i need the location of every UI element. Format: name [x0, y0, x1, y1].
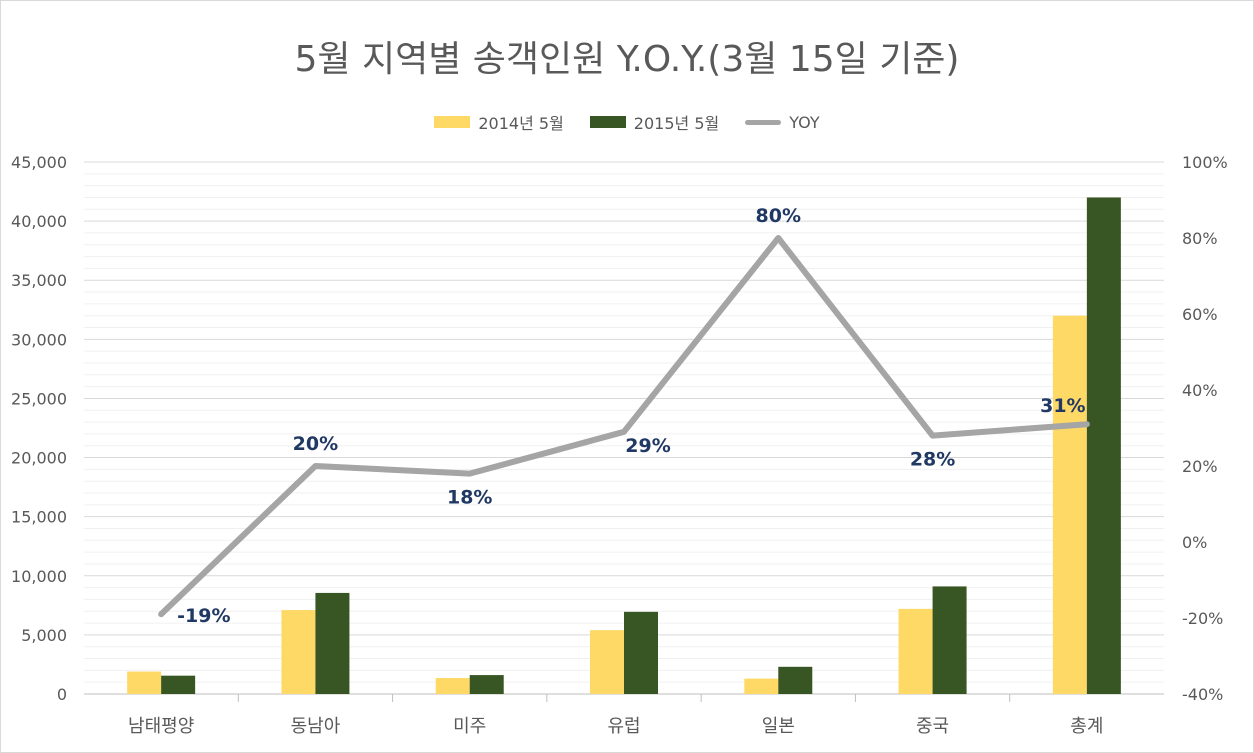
bar-2014 — [1052, 315, 1087, 694]
bar-2015 — [932, 586, 967, 694]
yoy-data-label: 31% — [1040, 395, 1085, 417]
legend: 2014년 5월 2015년 5월 YOY — [0, 110, 1254, 134]
y-left-tick-label: 40,000 — [11, 212, 67, 231]
yoy-data-label: 80% — [756, 205, 801, 227]
y-right-tick-label: 20% — [1182, 457, 1218, 476]
yoy-data-label: 28% — [910, 449, 955, 471]
yoy-data-label: 29% — [625, 435, 670, 457]
y-left-tick-label: 10,000 — [11, 567, 67, 586]
y-right-tick-label: -20% — [1182, 609, 1223, 628]
bar-2015 — [624, 611, 658, 694]
y-left-tick-label: 15,000 — [11, 508, 67, 527]
y-right-tick-label: 100% — [1182, 153, 1228, 172]
bar-2015 — [315, 592, 350, 694]
bar-2015 — [161, 675, 196, 694]
legend-swatch-2014 — [434, 116, 471, 128]
chart-title: 5월 지역별 송객인원 Y.O.Y.(3월 15일 기준) — [294, 39, 960, 80]
y-left-tick-label: 5,000 — [21, 626, 67, 645]
y-left-tick-label: 0 — [57, 685, 67, 704]
axes: 0 5,000 10,000 15,000 20,000 25,000 30,000 35,0… — [11, 153, 1228, 737]
legend-label-2014: 2014년 5월 — [478, 114, 564, 133]
y-left-tick-label: 25,000 — [11, 389, 67, 408]
y-left-tick-label: 45,000 — [11, 153, 67, 172]
y-left-tick-label: 20,000 — [11, 449, 67, 468]
legend-label-2015: 2015년 5월 — [633, 114, 720, 133]
x-category-label: 미주 — [453, 716, 486, 737]
y-right-tick-label: 40% — [1182, 381, 1218, 400]
y-left-tick-label: 35,000 — [11, 271, 67, 290]
x-category-label: 유럽 — [607, 716, 640, 737]
bars — [127, 197, 1121, 694]
y-right-tick-label: 80% — [1182, 229, 1218, 248]
legend-swatch-yoy — [745, 119, 782, 125]
yoy-data-label: 18% — [447, 487, 492, 509]
bar-2015 — [778, 666, 813, 694]
legend-swatch-2015 — [589, 116, 626, 128]
bar-2014 — [744, 678, 779, 694]
x-category-label: 동남아 — [291, 716, 341, 737]
bar-2014 — [590, 630, 624, 694]
y-left-tick-label: 30,000 — [11, 330, 67, 349]
bar-2014 — [281, 610, 316, 694]
yoy-line — [158, 235, 1090, 618]
yoy-line-group: -19% 20% 18% 29% 80% 28% 31% — [158, 205, 1090, 627]
x-category-label: 일본 — [762, 716, 795, 737]
bar-2014 — [127, 671, 162, 694]
bar-2014 — [435, 678, 470, 694]
x-category-label: 중국 — [916, 716, 949, 737]
yoy-data-label: 20% — [293, 433, 338, 455]
legend-item-2015: 2015년 5월 — [589, 110, 720, 134]
legend-item-2014: 2014년 5월 — [434, 110, 564, 134]
bar-2014 — [898, 608, 933, 694]
bar-2015 — [1086, 197, 1121, 694]
x-category-label: 남태평양 — [128, 716, 194, 737]
x-category-label: 총계 — [1070, 716, 1103, 737]
legend-label-yoy: YOY — [789, 112, 820, 132]
y-right-tick-label: 60% — [1182, 305, 1218, 324]
y-right-tick-label: 0% — [1182, 533, 1207, 552]
y-right-tick-label: -40% — [1182, 685, 1223, 704]
yoy-data-label: -19% — [177, 605, 230, 627]
bar-2015 — [469, 675, 504, 694]
legend-item-yoy: YOY — [745, 110, 820, 134]
